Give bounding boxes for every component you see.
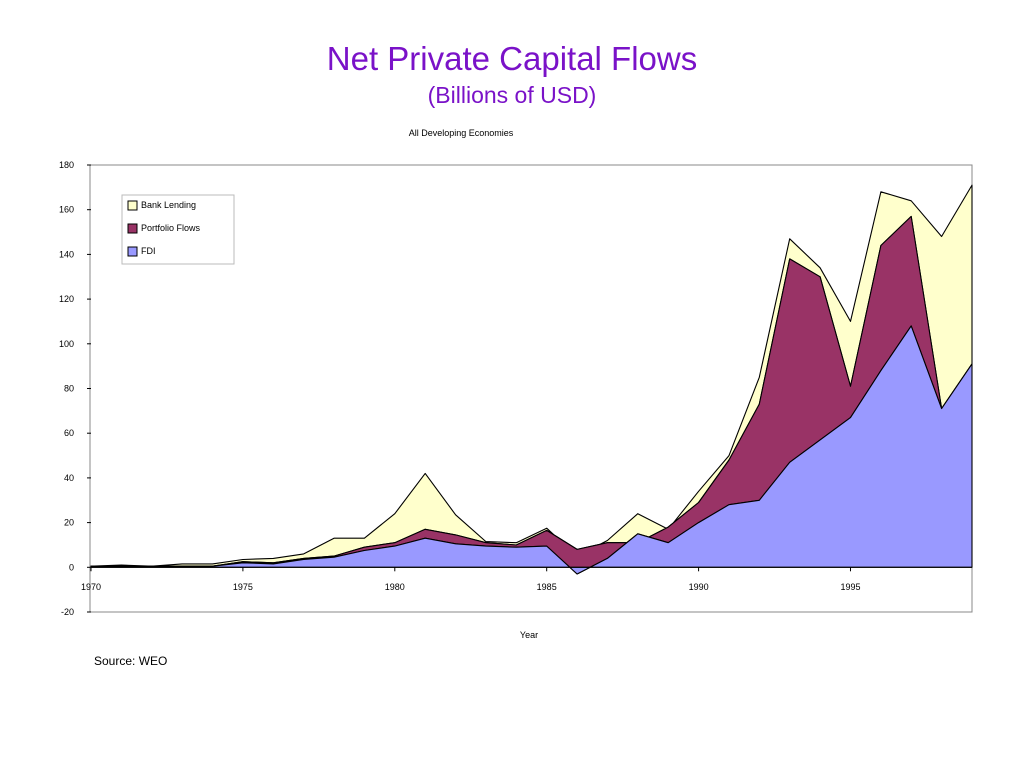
x-tick-label: 1975 (233, 582, 253, 592)
chart-axes: -20 0 20 40 60 80 100 120 140 160 180 1970 1975 1980 1… (59, 160, 972, 617)
x-tick-label: 1980 (385, 582, 405, 592)
x-axis-label: Year (520, 630, 538, 640)
y-tick-label: 160 (59, 205, 74, 215)
y-tick-label: 80 (64, 384, 74, 394)
legend-label: FDI (141, 246, 156, 256)
x-tick-label: 1985 (537, 582, 557, 592)
source-note: Source: WEO (94, 654, 168, 668)
legend-label: Portfolio Flows (141, 223, 201, 233)
y-tick-label: 120 (59, 294, 74, 304)
x-tick-label: 1990 (689, 582, 709, 592)
y-tick-label: 140 (59, 249, 74, 259)
x-tick-label: 1995 (840, 582, 860, 592)
page-subtitle: (Billions of USD) (427, 82, 597, 108)
x-tick-label: 1970 (81, 582, 101, 592)
legend-swatch (127, 223, 138, 234)
y-tick-label: 100 (59, 339, 74, 349)
legend-swatch (127, 200, 138, 211)
y-tick-label: 40 (64, 473, 74, 483)
legend-swatch (127, 246, 138, 257)
y-tick-label: -20 (61, 607, 74, 617)
legend: Bank Lending Portfolio Flows FDI (121, 194, 235, 265)
legend-box (121, 194, 235, 265)
legend-label: Bank Lending (141, 200, 196, 210)
page-title: Net Private Capital Flows (326, 40, 698, 77)
y-tick-label: 20 (64, 518, 74, 528)
y-tick-label: 0 (69, 562, 74, 572)
y-tick-label: 180 (59, 160, 74, 170)
y-tick-label: 60 (64, 428, 74, 438)
chart-title: All Developing Economies (408, 128, 514, 138)
